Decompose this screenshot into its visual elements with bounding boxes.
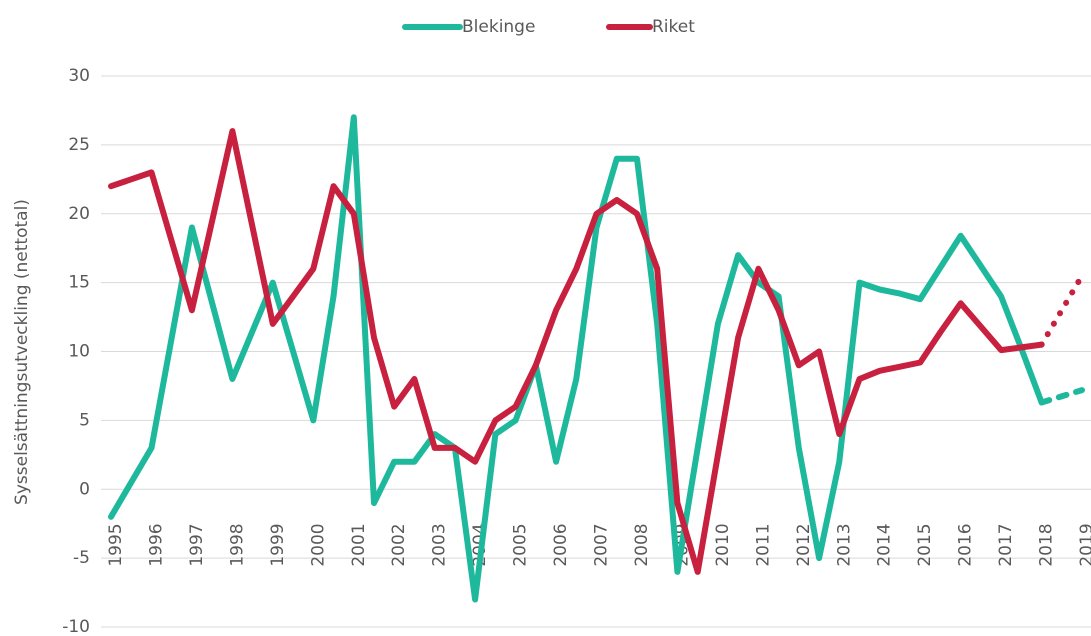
x-tick-label: 1999 [268,523,288,566]
y-axis-label: Sysselsättningsutveckling (nettotal) [12,199,32,505]
y-tick-label: -10 [62,617,90,636]
y-tick-label: 10 [68,342,90,362]
x-tick-label: 2019 [1077,523,1091,566]
y-tick-label: 0 [79,479,90,499]
series-forecast-line [1038,387,1085,406]
x-tick-label: 2003 [430,523,450,566]
y-tick-label: 30 [68,66,90,86]
x-tick-label: 2005 [511,523,531,566]
y-tick-label: 25 [68,135,90,155]
series-line [108,114,1045,603]
x-tick-label: 2011 [753,523,773,566]
x-tick-label: 1998 [227,523,247,566]
x-tick-label: 2018 [1037,523,1057,566]
y-tick-label: -5 [73,548,90,568]
x-tick-label: 2002 [389,523,409,566]
x-tick-label: 2012 [794,523,814,566]
series-forecast-line [1038,272,1085,348]
series-line [108,128,1045,575]
legend-label: Riket [652,17,695,37]
x-tick-label: 2006 [551,523,571,566]
x-tick-label: 2016 [956,523,976,566]
legend-label: Blekinge [462,17,535,37]
x-tick-label: 2014 [875,523,895,566]
x-tick-label: 2001 [349,523,369,566]
x-tick-label: 2013 [834,523,854,566]
y-tick-label: 5 [79,410,90,430]
x-tick-label: 2000 [308,523,328,566]
x-tick-label: 2007 [592,523,612,566]
x-tick-label: 2017 [996,523,1016,566]
x-tick-label: 2008 [632,523,652,566]
y-tick-label: 20 [68,204,90,224]
y-tick-label: 15 [68,273,90,293]
x-tick-label: 1997 [187,523,207,566]
x-tick-label: 2010 [713,523,733,566]
x-tick-label: 1996 [146,523,166,566]
x-tick-label: 2015 [915,523,935,566]
x-tick-label: 1995 [106,523,126,566]
